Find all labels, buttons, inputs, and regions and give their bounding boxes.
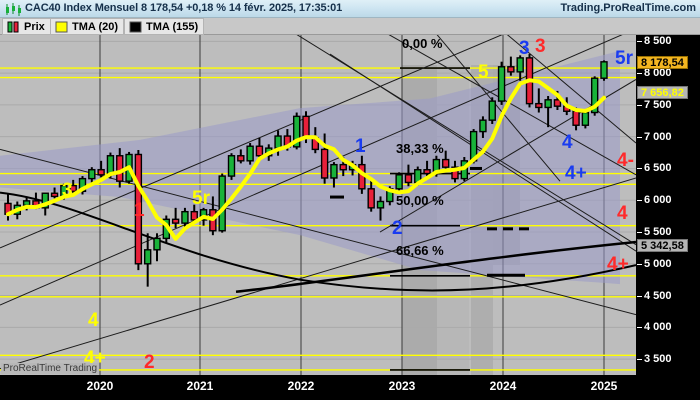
tick-dash-icon <box>637 232 642 233</box>
wave-label: 2 <box>392 218 403 239</box>
price-tick-label: 5 500 <box>644 226 672 238</box>
price-tick: 8 500 <box>636 35 700 48</box>
wave-label: 4 <box>562 132 573 153</box>
wave-label: 1 <box>355 136 366 157</box>
legend-item-tma155[interactable]: TMA (155) <box>124 18 205 35</box>
time-tick-label: 2022 <box>287 379 315 393</box>
fib-level-label: 50,00 % <box>396 193 444 208</box>
price-tick: 5 500 <box>636 226 700 239</box>
tick-dash-icon <box>637 327 642 329</box>
title-bar: CAC40 Index Mensuel 8 178,54 +0,18 % 14 … <box>0 0 700 18</box>
wave-label: 3 <box>535 36 546 57</box>
price-tick-label: 6 000 <box>644 194 672 207</box>
legend-item-tma20[interactable]: TMA (20) <box>50 18 125 35</box>
legend-label-prix: Prix <box>24 20 45 33</box>
time-axis[interactable]: 2020 2021 2022 2023 2024 2025 <box>0 375 700 400</box>
price-tick: 7 000 <box>636 131 700 144</box>
wave-label: 5r <box>615 48 633 69</box>
price-tick: 6 000 <box>636 194 700 207</box>
window-title: CAC40 Index Mensuel 8 178,54 +0,18 % 14 … <box>25 2 343 14</box>
price-tick-label: 8 500 <box>644 35 672 48</box>
fib-level-label: 66,66 % <box>396 243 444 258</box>
wave-label: 2 <box>144 352 155 373</box>
price-axis[interactable]: 8 500 8 000 7 500 7 000 6 500 6 000 5 500 5 000… <box>636 35 700 375</box>
chart-canvas <box>0 35 636 375</box>
color-swatch-icon <box>129 21 142 32</box>
tick-dash-icon <box>637 73 642 75</box>
price-tick-label: 4 000 <box>644 321 672 334</box>
time-tick-label: 2025 <box>590 379 618 393</box>
wave-label: 4+ <box>607 254 629 275</box>
wave-label: 4+ <box>565 163 587 184</box>
time-tick-label: 2021 <box>186 379 214 393</box>
legend-label-tma20: TMA (20) <box>72 20 119 33</box>
tick-dash-icon <box>637 359 642 361</box>
price-tick: 7 500 <box>636 99 700 112</box>
price-tick: 4 000 <box>636 321 700 334</box>
candlestick-icon <box>6 3 21 16</box>
price-tick-label: 6 500 <box>644 162 672 175</box>
time-tick-label: 2023 <box>388 379 416 393</box>
price-tick: 6 500 <box>636 162 700 175</box>
price-tick: 8 000 <box>636 67 700 80</box>
price-tick: 3 500 <box>636 353 700 366</box>
candle-swatch-icon <box>7 21 19 32</box>
color-swatch-icon <box>55 21 68 32</box>
price-tick: 5 000 <box>636 258 700 271</box>
wave-label: 4 <box>617 203 628 224</box>
tick-dash-icon <box>637 263 642 265</box>
price-tick-label: 3 500 <box>644 353 672 366</box>
tma155-value: 5 342,58 <box>637 239 688 252</box>
legend-label-tma155: TMA (155) <box>146 20 199 33</box>
time-tick-label: 2024 <box>489 379 517 393</box>
wave-label: 4 <box>88 310 99 331</box>
brand-label: Trading.ProRealTime.com <box>560 2 696 14</box>
price-tick-label: 8 000 <box>644 67 672 80</box>
tick-dash-icon <box>637 295 642 297</box>
legend-item-prix[interactable]: Prix <box>2 18 51 35</box>
tick-dash-icon <box>637 41 642 43</box>
price-tick-label: 7 500 <box>644 98 672 111</box>
wave-label: 3 <box>519 38 530 59</box>
tick-dash-icon <box>637 168 642 170</box>
wave-label: 5r <box>192 188 210 209</box>
fib-level-label: 38,33 % <box>396 141 444 156</box>
tick-dash-icon <box>637 104 642 106</box>
last-price: 8 178,54 <box>637 56 688 69</box>
price-tick-label: 5 000 <box>644 257 672 270</box>
wave-label: 1 <box>134 200 145 221</box>
legend-bar: Prix TMA (20) TMA (155) <box>0 18 700 35</box>
price-tick: 4 500 <box>636 290 700 303</box>
wave-label: 3 <box>62 180 73 201</box>
fib-level-label: 0,00 % <box>402 36 443 51</box>
tick-dash-icon <box>637 136 642 138</box>
wave-label: 5 <box>478 62 489 83</box>
tick-dash-icon <box>637 200 642 202</box>
price-tick-label: 4 500 <box>644 289 672 302</box>
watermark-label: ProRealTime Trading <box>1 363 100 374</box>
wave-label: 4- <box>617 150 634 171</box>
chart-plot-area[interactable]: 0,00 % 38,33 % 50,00 % 66,66 % 3 1 5r 4 4+ 2 1 2 5 3 3… <box>0 35 636 375</box>
price-tick-label: 7 000 <box>644 130 672 143</box>
time-tick-label: 2020 <box>86 379 114 393</box>
tma20-value: 7 656,82 <box>637 86 688 99</box>
